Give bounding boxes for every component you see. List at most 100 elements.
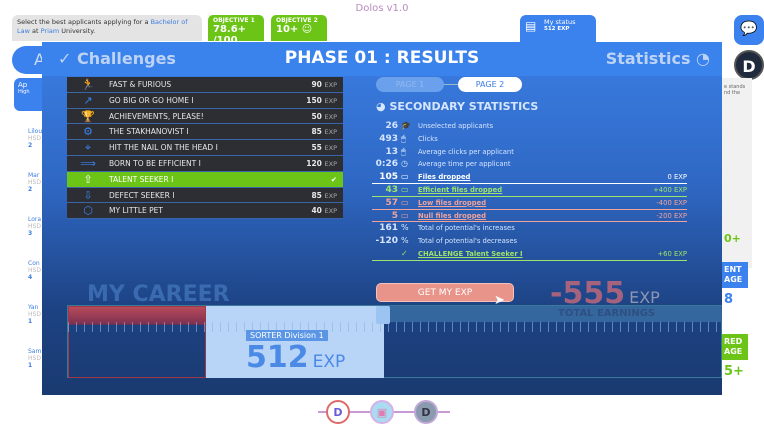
efficient-icon: ⟹: [80, 156, 96, 170]
objective-1: OBJECTIVE 1 78.6+ /100: [208, 15, 264, 46]
clock-icon: ◷: [401, 159, 408, 169]
candidate-school: HSD: [28, 311, 41, 318]
exp-unit: EXP: [324, 128, 337, 137]
exp-unit: EXP: [324, 159, 337, 168]
candidate-count: 1: [28, 362, 33, 369]
earnings-unit: EXP: [629, 288, 660, 307]
tab-statistics[interactable]: Statistics ◔: [606, 49, 710, 68]
stat-value: 161: [379, 223, 398, 234]
candidate-item[interactable]: Yan HSD 1: [28, 304, 48, 325]
gear-icon: ⚙: [83, 125, 93, 139]
exp-unit: EXP: [324, 112, 337, 121]
get-my-exp-button[interactable]: GET MY EXP: [376, 283, 514, 302]
defect-down-icon: ⇩: [83, 188, 93, 202]
phase-1-dolos-icon[interactable]: D: [326, 400, 350, 424]
task-text: University.: [59, 27, 96, 35]
dolos-logo-button[interactable]: D: [734, 50, 764, 80]
challenge-name: MY LITTLE PET: [109, 206, 164, 216]
challenge-exp: 85 EXP: [311, 188, 337, 204]
candidate-item[interactable]: Con HSD 4: [28, 260, 48, 281]
exp-value: 90: [311, 80, 322, 89]
challenge-row: ⇩ DEFECT SEEKER I 85 EXP: [67, 187, 343, 204]
target-folder-icon: ⌖: [84, 141, 92, 155]
challenge-exp: 55 EXP: [311, 140, 337, 156]
total-earnings-label: TOTAL EARNINGS: [558, 308, 656, 319]
challenge-exp: 150 EXP: [306, 93, 337, 109]
stat-exp: 0 EXP: [667, 173, 687, 182]
page-2-button[interactable]: PAGE 2: [458, 77, 522, 92]
trophy-icon: 🏆: [81, 109, 95, 123]
stat-value: -120: [375, 236, 398, 247]
check-circle-icon: ✓: [58, 49, 77, 68]
stat-value: 57: [385, 197, 398, 208]
graduation-cap-icon: 🎓: [401, 121, 411, 130]
my-status-tab[interactable]: ▤ My status 512 EXP: [520, 15, 596, 42]
stat-row: 493 🖱 Clicks: [372, 133, 687, 146]
exp-unit: EXP: [324, 144, 337, 153]
status-value: 512 EXP: [544, 26, 570, 32]
stat-value: 13: [385, 146, 398, 157]
stat-row: -120% Total of potential's decreases: [372, 235, 687, 248]
check-circle-icon: ✓: [401, 248, 408, 258]
challenge-name: ACHIEVEMENTS, PLEASE!: [109, 111, 204, 121]
folder-icon: ▭: [401, 197, 409, 207]
right-value: 5+: [724, 364, 744, 379]
status-badge-icon: ▤: [525, 19, 537, 33]
document-icon[interactable]: ▣: [370, 400, 394, 424]
exp-unit: EXP: [324, 207, 337, 216]
exp-unit: EXP: [312, 352, 346, 372]
pie-chart-icon: ◔: [690, 49, 710, 68]
candidate-item[interactable]: Lora HSD 3: [28, 216, 48, 237]
objective-label: OBJECTIVE 1: [213, 17, 255, 24]
stat-row: 57 ▭ Low files dropped -400 EXP: [372, 197, 687, 210]
bar-ticks: [68, 322, 722, 332]
exp-unit: EXP: [324, 81, 337, 89]
bar-header: [384, 306, 722, 322]
candidate-item[interactable]: Lilou HSD 2: [28, 128, 48, 149]
candidate-name: Yan: [28, 304, 39, 311]
page-connector: [444, 84, 458, 85]
chat-button[interactable]: 💬: [734, 15, 764, 45]
task-text: Select the best applicants applying for …: [17, 18, 151, 26]
exp-value: 50: [311, 111, 322, 121]
challenge-exp: 90 EXP: [311, 77, 337, 93]
stat-value: 105: [379, 172, 398, 183]
challenge-exp: 85 EXP: [311, 124, 337, 140]
stat-value: 26: [385, 121, 398, 131]
exp-value: 85: [311, 127, 322, 137]
candidate-item[interactable]: Mar HSD 2: [28, 172, 48, 193]
right-value: 8: [724, 292, 734, 307]
stat-value: 0:26: [375, 159, 398, 170]
applicant-card[interactable]: Ap High: [14, 78, 44, 111]
candidate-item[interactable]: Sam HSD 1: [28, 348, 48, 369]
stat-label: Clicks: [418, 134, 438, 143]
mouse-icon: 🖱: [401, 146, 406, 156]
tab-challenges[interactable]: ✓ Challenges: [58, 49, 176, 68]
current-division-zone: [206, 306, 384, 378]
challenge-exp: 120 EXP: [306, 156, 337, 172]
task-text: at: [29, 27, 41, 35]
total-earnings-value: -555 EXP: [550, 276, 660, 311]
page-1-button[interactable]: PAGE 1: [376, 77, 444, 92]
rank-division: Division 1: [284, 331, 324, 340]
stat-exp: -400 EXP: [656, 198, 687, 207]
earnings-number: -555: [550, 276, 626, 311]
current-exp: 512 EXP: [246, 340, 345, 375]
results-modal: ✓ Challenges PHASE 01 : RESULTS Statisti…: [42, 42, 722, 395]
stat-row: ✓ CHALLENGE Talent Seeker I +60 EXP: [372, 248, 687, 261]
candidate-name: Lilou: [28, 128, 43, 135]
candidate-name: Mar: [28, 172, 40, 179]
negative-zone: [68, 306, 206, 378]
challenge-row: 🏆 ACHIEVEMENTS, PLEASE! 50 EXP: [67, 108, 343, 125]
rank-label: SORTER Division 1: [246, 330, 328, 341]
university-link[interactable]: Priam: [40, 27, 60, 35]
app-title: Dolos v1.0: [355, 3, 409, 14]
task-description: Select the best applicants applying for …: [12, 15, 202, 41]
stat-value: 43: [385, 184, 398, 195]
candidate-school: HSD: [28, 135, 41, 142]
challenge-row: 🏃 FAST & FURIOUS 90 EXP: [67, 77, 343, 93]
folder-icon: ▭: [401, 210, 409, 220]
degree-link[interactable]: Bachelor of Law: [17, 18, 188, 35]
runner-icon: 🏃: [81, 78, 95, 91]
phase-dolos-icon[interactable]: D: [414, 400, 438, 424]
